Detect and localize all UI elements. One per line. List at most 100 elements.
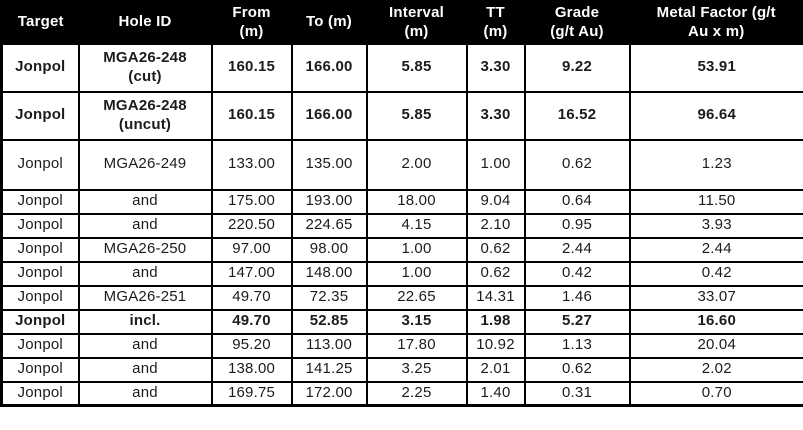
cell-grade: 0.95 [523, 212, 631, 239]
cell-to: 166.00 [290, 42, 368, 93]
cell-grade: 16.52 [523, 90, 631, 141]
cell-target: Jonpol [0, 188, 80, 215]
cell-interval: 22.65 [365, 284, 468, 311]
cell-target: Jonpol [0, 284, 80, 311]
cell-from: 220.50 [210, 212, 293, 239]
cell-metal-factor: 96.64 [628, 90, 803, 141]
cell-grade: 1.13 [523, 332, 631, 359]
cell-metal-factor: 0.70 [628, 380, 803, 407]
cell-tt: 2.01 [465, 356, 526, 383]
cell-from: 160.15 [210, 90, 293, 141]
drill-results-table: Target Hole ID From (m) To (m) Interval … [0, 0, 803, 407]
cell-grade: 9.22 [523, 42, 631, 93]
cell-metal-factor: 33.07 [628, 284, 803, 311]
cell-to: 193.00 [290, 188, 368, 215]
cell-metal-factor: 11.50 [628, 188, 803, 215]
column-header-from: From (m) [211, 1, 292, 44]
column-header-metal-factor: Metal Factor (g/t Au x m) [629, 1, 803, 44]
cell-interval: 2.25 [365, 380, 468, 407]
cell-hole-id: and [77, 188, 213, 215]
cell-to: 113.00 [290, 332, 368, 359]
table-header: Target Hole ID From (m) To (m) Interval … [1, 1, 803, 44]
table-body: Jonpol MGA26-248 (cut) 160.15 166.00 5.85 3.3… [0, 42, 803, 407]
cell-from: 95.20 [210, 332, 293, 359]
cell-tt: 14.31 [465, 284, 526, 311]
cell-interval: 4.15 [365, 212, 468, 239]
cell-grade: 0.62 [523, 356, 631, 383]
cell-to: 52.85 [290, 308, 368, 335]
table-row: Jonpol MGA26-248 (cut) 160.15 166.00 5.85 3.3… [0, 42, 803, 93]
cell-interval: 5.85 [365, 42, 468, 93]
cell-to: 166.00 [290, 90, 368, 141]
cell-metal-factor: 2.02 [628, 356, 803, 383]
table-row: Jonpol and 169.75 172.00 2.25 1.40 0.31 0.70 [0, 380, 803, 407]
cell-to: 98.00 [290, 236, 368, 263]
cell-hole-id: and [77, 332, 213, 359]
cell-target: Jonpol [0, 356, 80, 383]
table-row: Jonpol and 95.20 113.00 17.80 10.92 1.13 20.04 [0, 332, 803, 359]
cell-tt: 0.62 [465, 260, 526, 287]
cell-interval: 3.25 [365, 356, 468, 383]
cell-from: 169.75 [210, 380, 293, 407]
cell-grade: 0.64 [523, 188, 631, 215]
cell-tt: 3.30 [465, 90, 526, 141]
cell-grade: 0.31 [523, 380, 631, 407]
cell-target: Jonpol [0, 42, 80, 93]
cell-to: 172.00 [290, 380, 368, 407]
cell-tt: 1.00 [465, 138, 526, 191]
cell-to: 148.00 [290, 260, 368, 287]
cell-grade: 0.42 [523, 260, 631, 287]
header-row: Target Hole ID From (m) To (m) Interval … [1, 1, 803, 44]
cell-grade: 1.46 [523, 284, 631, 311]
cell-to: 135.00 [290, 138, 368, 191]
cell-from: 175.00 [210, 188, 293, 215]
cell-target: Jonpol [0, 332, 80, 359]
cell-hole-id: MGA26-249 [77, 138, 213, 191]
column-header-target: Target [1, 1, 79, 44]
cell-interval: 5.85 [365, 90, 468, 141]
cell-target: Jonpol [0, 138, 80, 191]
cell-hole-id: MGA26-251 [77, 284, 213, 311]
table-row: Jonpol and 220.50 224.65 4.15 2.10 0.95 3.93 [0, 212, 803, 239]
table-row: Jonpol and 138.00 141.25 3.25 2.01 0.62 2.02 [0, 356, 803, 383]
table-row: Jonpol and 175.00 193.00 18.00 9.04 0.64 11.50 [0, 188, 803, 215]
cell-target: Jonpol [0, 260, 80, 287]
column-header-interval: Interval (m) [366, 1, 467, 44]
cell-metal-factor: 0.42 [628, 260, 803, 287]
cell-grade: 5.27 [523, 308, 631, 335]
cell-from: 133.00 [210, 138, 293, 191]
cell-metal-factor: 1.23 [628, 138, 803, 191]
cell-tt: 10.92 [465, 332, 526, 359]
column-header-to: To (m) [291, 1, 367, 44]
cell-metal-factor: 20.04 [628, 332, 803, 359]
table-row: Jonpol MGA26-250 97.00 98.00 1.00 0.62 2.44 2.4… [0, 236, 803, 263]
cell-to: 224.65 [290, 212, 368, 239]
cell-interval: 17.80 [365, 332, 468, 359]
cell-target: Jonpol [0, 90, 80, 141]
cell-tt: 2.10 [465, 212, 526, 239]
cell-from: 147.00 [210, 260, 293, 287]
table-row: Jonpol and 147.00 148.00 1.00 0.62 0.42 0.42 [0, 260, 803, 287]
cell-to: 141.25 [290, 356, 368, 383]
cell-target: Jonpol [0, 308, 80, 335]
cell-interval: 2.00 [365, 138, 468, 191]
cell-grade: 2.44 [523, 236, 631, 263]
cell-tt: 1.40 [465, 380, 526, 407]
cell-metal-factor: 2.44 [628, 236, 803, 263]
cell-hole-id: MGA26-248 (uncut) [77, 90, 213, 141]
cell-hole-id: incl. [77, 308, 213, 335]
cell-target: Jonpol [0, 380, 80, 407]
cell-target: Jonpol [0, 236, 80, 263]
cell-hole-id: MGA26-250 [77, 236, 213, 263]
cell-tt: 3.30 [465, 42, 526, 93]
cell-interval: 18.00 [365, 188, 468, 215]
cell-metal-factor: 3.93 [628, 212, 803, 239]
cell-metal-factor: 16.60 [628, 308, 803, 335]
cell-tt: 1.98 [465, 308, 526, 335]
cell-hole-id: and [77, 212, 213, 239]
cell-hole-id: MGA26-248 (cut) [77, 42, 213, 93]
cell-interval: 1.00 [365, 236, 468, 263]
cell-metal-factor: 53.91 [628, 42, 803, 93]
cell-from: 97.00 [210, 236, 293, 263]
